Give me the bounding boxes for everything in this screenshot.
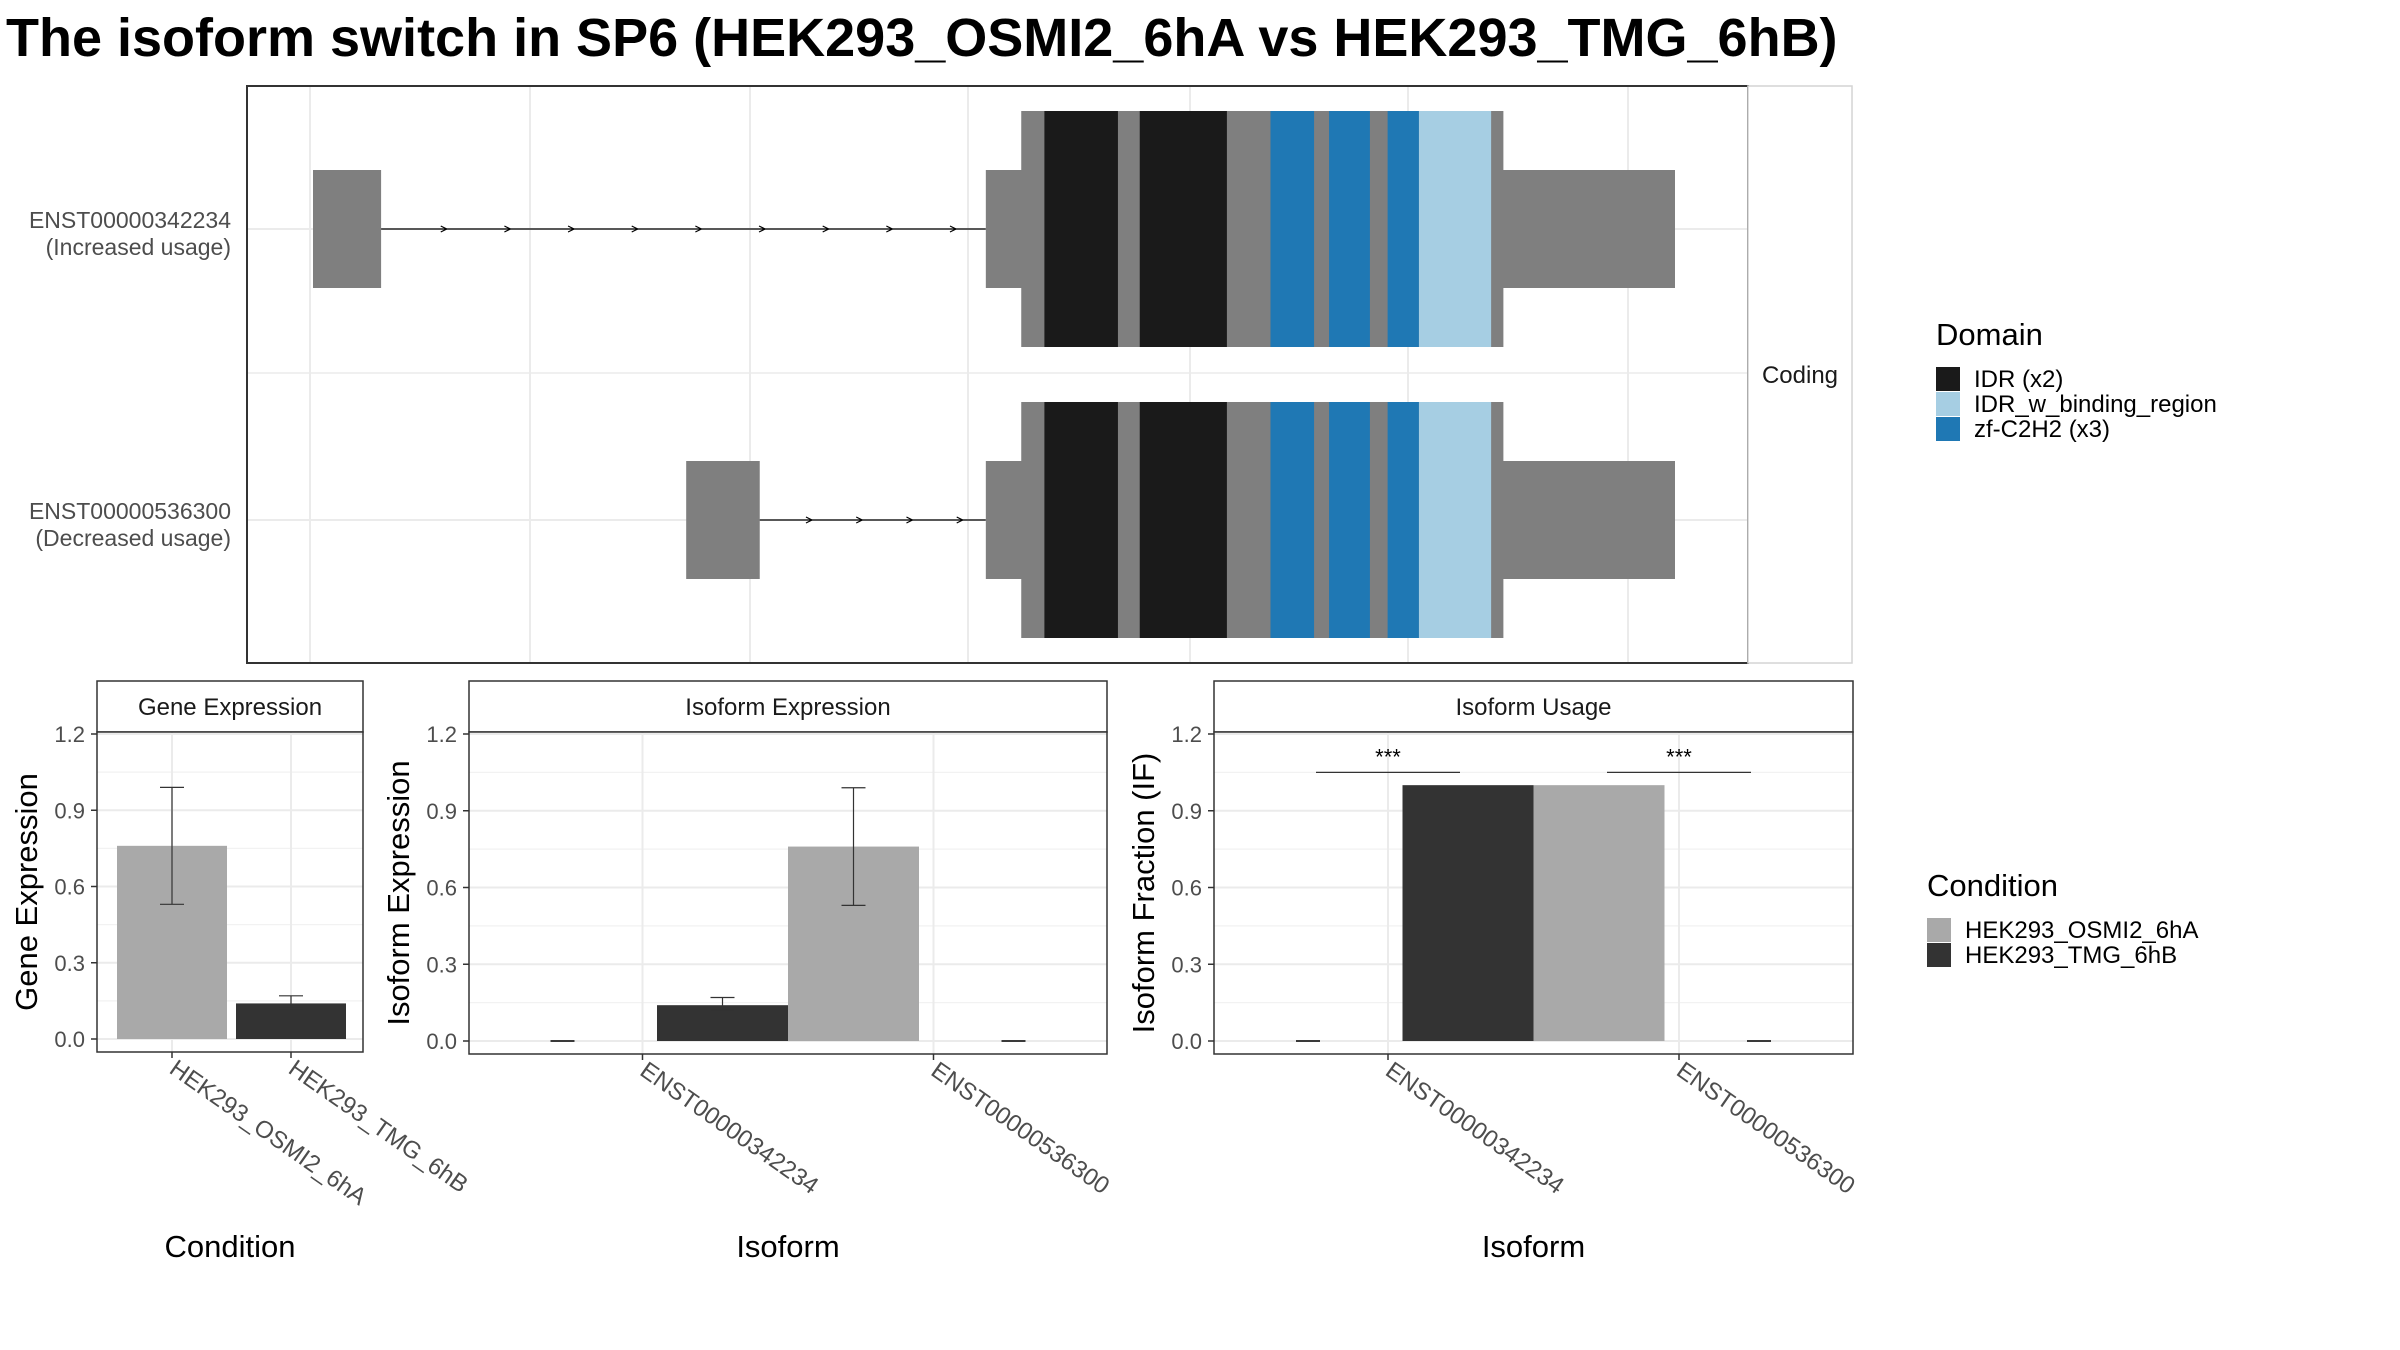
legend-title: Domain: [1936, 317, 2043, 352]
domain-idr: [1044, 111, 1118, 347]
panel-title: Isoform Usage: [1455, 694, 1611, 721]
x-tick-label: ENST00000342234: [1381, 1057, 1569, 1200]
domain-zf-c2h2: [1270, 111, 1315, 347]
legend-swatch: [1936, 392, 1960, 416]
significance-label: ***: [1375, 744, 1401, 769]
y-tick-label: 0.6: [426, 876, 457, 901]
domain-legend: Domain IDR (x2)IDR_w_binding_regionzf-C2H…: [1936, 317, 2217, 443]
y-axis-title: Isoform Fraction (IF): [1126, 753, 1161, 1034]
domain-idr: [1139, 111, 1227, 347]
isoform-structure-panel: ENST00000342234(Increased usage)ENST0000…: [29, 85, 1853, 664]
x-tick-label: ENST00000536300: [926, 1057, 1114, 1200]
panel-title: Isoform Expression: [685, 694, 890, 721]
isoform-label-id: ENST00000342234: [29, 207, 231, 233]
legend-label: IDR_w_binding_region: [1974, 391, 2217, 418]
intron-direction-arrow: [567, 225, 576, 233]
intron-direction-arrow: [805, 516, 814, 524]
isoform-track: ENST00000536300(Decreased usage): [29, 402, 1675, 638]
panel-border: [96, 731, 364, 1053]
facet-strip: [468, 680, 1108, 733]
domain-zf-c2h2: [1329, 402, 1370, 638]
y-tick-label: 0.9: [54, 798, 85, 823]
isoform-label-usage: (Increased usage): [46, 234, 231, 260]
legend-label: zf-C2H2 (x3): [1974, 416, 2110, 443]
figure-title: The isoform switch in SP6 (HEK293_OSMI2_…: [6, 8, 1838, 68]
x-tick-label: ENST00000536300: [1672, 1057, 1860, 1200]
y-tick-label: 0.0: [1171, 1029, 1202, 1054]
x-axis-title: Isoform: [1482, 1229, 1585, 1264]
y-tick-label: 0.9: [426, 799, 457, 824]
x-tick-label: HEK293_OSMI2_6hA: [165, 1055, 372, 1211]
legend-label: IDR (x2): [1974, 366, 2063, 393]
domain-zf-c2h2: [1329, 111, 1370, 347]
domain-idr: [1044, 402, 1118, 638]
intron-direction-arrow: [822, 225, 831, 233]
first-exon: [686, 461, 760, 579]
y-tick-label: 0.0: [426, 1029, 457, 1054]
y-axis-title: Gene Expression: [9, 773, 44, 1011]
intron-direction-arrow: [906, 516, 914, 524]
x-tick-label: ENST00000342234: [635, 1057, 823, 1200]
bar: [1402, 785, 1534, 1041]
isoform-label-id: ENST00000536300: [29, 498, 231, 524]
facet-strip: [1747, 85, 1853, 664]
y-tick-label: 0.6: [1171, 876, 1202, 901]
isoform-usage-panel: Isoform Usage 0.0 0.3 0.6 0.9 1.2 *** *** ENST00…: [1126, 680, 1860, 1264]
legend-title: Condition: [1927, 868, 2058, 903]
legend-swatch: [1927, 918, 1951, 942]
panel-title: Gene Expression: [138, 694, 322, 721]
intron-direction-arrow: [440, 225, 449, 233]
intron-direction-arrow: [631, 225, 640, 233]
domain-idr-w-binding-region: [1418, 402, 1492, 638]
legend-label: HEK293_OSMI2_6hA: [1965, 917, 2198, 944]
y-tick-label: 1.2: [426, 722, 457, 747]
facet-strip-label: Coding: [1762, 362, 1838, 389]
isoform-track: ENST00000342234(Increased usage): [29, 111, 1675, 347]
intron-direction-arrow: [758, 225, 767, 233]
y-tick-label: 0.0: [54, 1027, 85, 1052]
y-tick-label: 1.2: [1171, 722, 1202, 747]
legend-swatch: [1936, 417, 1960, 441]
domain-zf-c2h2: [1387, 402, 1419, 638]
bar: [657, 1005, 788, 1041]
y-tick-label: 0.3: [54, 951, 85, 976]
intron-direction-arrow: [504, 225, 512, 233]
isoform-label-usage: (Decreased usage): [35, 525, 231, 551]
legend-label: HEK293_TMG_6hB: [1965, 942, 2177, 969]
domain-zf-c2h2: [1270, 402, 1315, 638]
intron-direction-arrow: [949, 225, 958, 233]
bar: [1533, 785, 1665, 1041]
intron-direction-arrow: [956, 516, 965, 524]
y-tick-label: 0.6: [54, 875, 85, 900]
isoform-expression-panel: Isoform Expression 0.0 0.3 0.6 0.9 1.2 ENST000…: [381, 680, 1114, 1264]
intron-direction-arrow: [695, 225, 703, 233]
x-axis-title: Isoform: [736, 1229, 839, 1264]
significance-label: ***: [1666, 744, 1692, 769]
bar: [236, 1003, 346, 1039]
facet-strip: [96, 680, 364, 733]
panel-border: [468, 731, 1108, 1055]
intron-direction-arrow: [855, 516, 864, 524]
intron-direction-arrow: [886, 225, 894, 233]
domain-zf-c2h2: [1387, 111, 1419, 347]
legend-swatch: [1927, 943, 1951, 967]
y-tick-label: 0.3: [1171, 952, 1202, 977]
domain-idr: [1139, 402, 1227, 638]
y-tick-label: 1.2: [54, 722, 85, 747]
panel-border: [1213, 731, 1854, 1055]
legend-swatch: [1936, 367, 1960, 391]
domain-idr-w-binding-region: [1418, 111, 1492, 347]
first-exon: [313, 170, 382, 288]
y-tick-label: 0.9: [1171, 799, 1202, 824]
y-axis-title: Isoform Expression: [381, 760, 416, 1025]
y-tick-label: 0.3: [426, 952, 457, 977]
x-axis-title: Condition: [165, 1229, 296, 1264]
